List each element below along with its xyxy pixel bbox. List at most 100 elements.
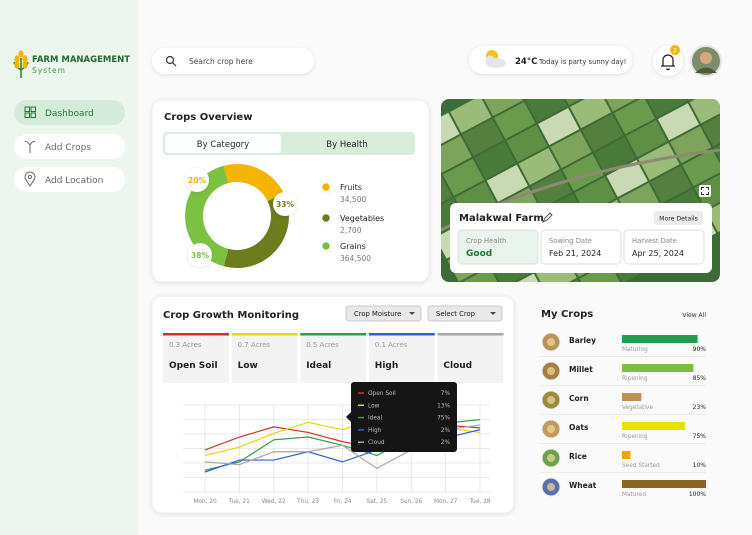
dropdown-label[interactable]: Select Crop bbox=[436, 310, 475, 318]
search-icon bbox=[165, 55, 175, 65]
donut-segment bbox=[223, 164, 284, 202]
zone-tile bbox=[437, 333, 504, 383]
zone-accent bbox=[231, 333, 298, 336]
weather-pill bbox=[469, 46, 632, 74]
crop-percent: 10% bbox=[693, 462, 707, 469]
x-tick-label: Tue, 28 bbox=[469, 499, 491, 505]
dropdown-caret bbox=[490, 312, 496, 315]
tab-active[interactable] bbox=[165, 134, 281, 153]
crop-icon-detail bbox=[547, 367, 555, 375]
x-tick-label: Fri, 24 bbox=[334, 499, 352, 505]
nav-icon bbox=[24, 140, 36, 153]
farm-field bbox=[462, 118, 504, 156]
tooltip bbox=[351, 382, 457, 452]
crop-stage: Matured bbox=[622, 492, 646, 498]
farm-field bbox=[650, 166, 692, 204]
legend-dot bbox=[320, 212, 332, 224]
crop-name: Oats bbox=[569, 423, 589, 432]
farm-field bbox=[689, 99, 720, 124]
logo-subtitle: System bbox=[32, 66, 66, 75]
logo-grain bbox=[14, 55, 20, 63]
nav-icon bbox=[24, 171, 36, 187]
farm-field bbox=[641, 0, 682, 32]
farm-field bbox=[682, 149, 720, 187]
button-label[interactable]: More Details bbox=[659, 216, 698, 223]
edit-icon[interactable] bbox=[541, 212, 553, 224]
tooltip-value: 7% bbox=[441, 391, 451, 397]
view-all-link[interactable]: View All bbox=[682, 312, 706, 319]
farm-name: Malakwal Farm bbox=[459, 213, 544, 224]
legend-name: Vegetables bbox=[340, 214, 384, 223]
legend-amount: 364,500 bbox=[340, 254, 371, 263]
tooltip-name: High bbox=[368, 428, 382, 434]
farm-fields bbox=[441, 0, 720, 282]
logo-grain bbox=[14, 61, 20, 69]
tooltip-name: Ideal bbox=[368, 416, 383, 422]
farm-field bbox=[657, 103, 700, 141]
farm-field bbox=[613, 99, 656, 135]
zone-acres: 0.7 Acres bbox=[238, 341, 271, 349]
farm-field bbox=[601, 99, 643, 112]
farm-field bbox=[525, 99, 568, 123]
more-details-button[interactable] bbox=[654, 211, 703, 225]
logo-icon bbox=[13, 50, 29, 78]
filter-dropdown[interactable] bbox=[427, 305, 503, 322]
farm-field-box bbox=[540, 229, 622, 265]
crop-name: Wheat bbox=[569, 481, 597, 490]
zone-label: Cloud bbox=[443, 361, 472, 371]
search-placeholder[interactable]: Search crop here bbox=[189, 57, 253, 66]
tooltip-name: Cloud bbox=[368, 440, 385, 446]
dropdown-caret bbox=[409, 312, 415, 315]
legend-dot bbox=[320, 181, 332, 193]
nav-label: Add Location bbox=[45, 176, 103, 186]
notification-count: 2 bbox=[673, 47, 677, 55]
crop-stage: Maturing bbox=[622, 347, 648, 353]
logo-grain bbox=[22, 55, 28, 63]
search-box[interactable] bbox=[152, 48, 314, 74]
crop-stage: Vegetative bbox=[622, 405, 653, 411]
crop-icon-detail bbox=[547, 425, 555, 433]
crop-percent: 85% bbox=[693, 375, 707, 382]
farm-field bbox=[442, 158, 485, 196]
zone-label: Ideal bbox=[306, 361, 331, 371]
progress-bar bbox=[622, 422, 685, 430]
crop-name: Corn bbox=[569, 394, 589, 403]
progress-bar bbox=[622, 451, 631, 459]
tab[interactable]: By Category bbox=[197, 140, 249, 150]
tooltip-value: 2% bbox=[441, 428, 451, 434]
expand-button[interactable] bbox=[699, 185, 711, 197]
x-tick-label: Sun, 26 bbox=[400, 499, 422, 505]
tooltip-value: 13% bbox=[437, 403, 450, 409]
farm-field bbox=[441, 175, 453, 213]
nav-icon bbox=[30, 106, 36, 112]
nav-icon bbox=[24, 112, 30, 118]
field-value: Apr 25, 2024 bbox=[632, 249, 684, 258]
nav-item[interactable] bbox=[14, 134, 125, 159]
crop-icon-detail bbox=[547, 483, 555, 491]
zone-label: High bbox=[375, 361, 398, 371]
farm-field bbox=[506, 124, 548, 163]
dropdown-label[interactable]: Crop Moisture bbox=[354, 310, 401, 318]
farm-field bbox=[626, 120, 668, 158]
nav-item[interactable] bbox=[14, 167, 125, 192]
progress-bar bbox=[622, 480, 706, 488]
crop-name: Millet bbox=[569, 365, 593, 374]
progress-bar bbox=[622, 364, 694, 372]
nav-item[interactable] bbox=[14, 100, 125, 125]
sidebar bbox=[0, 0, 138, 535]
farm-field-box bbox=[623, 229, 705, 265]
tab[interactable]: By Health bbox=[326, 140, 367, 150]
crop-icon-detail bbox=[547, 396, 555, 404]
tooltip-arrow bbox=[346, 412, 351, 422]
field-label: Sowing Date bbox=[549, 237, 592, 245]
percent-bubble bbox=[185, 168, 209, 192]
crop-name: Rice bbox=[569, 452, 587, 461]
search-icon bbox=[172, 62, 177, 67]
crop-percent: 75% bbox=[693, 433, 707, 440]
x-tick-label: Tue, 21 bbox=[228, 499, 250, 505]
zone-accent bbox=[368, 333, 435, 336]
filter-dropdown[interactable] bbox=[345, 305, 422, 322]
nav-icon bbox=[30, 112, 36, 118]
